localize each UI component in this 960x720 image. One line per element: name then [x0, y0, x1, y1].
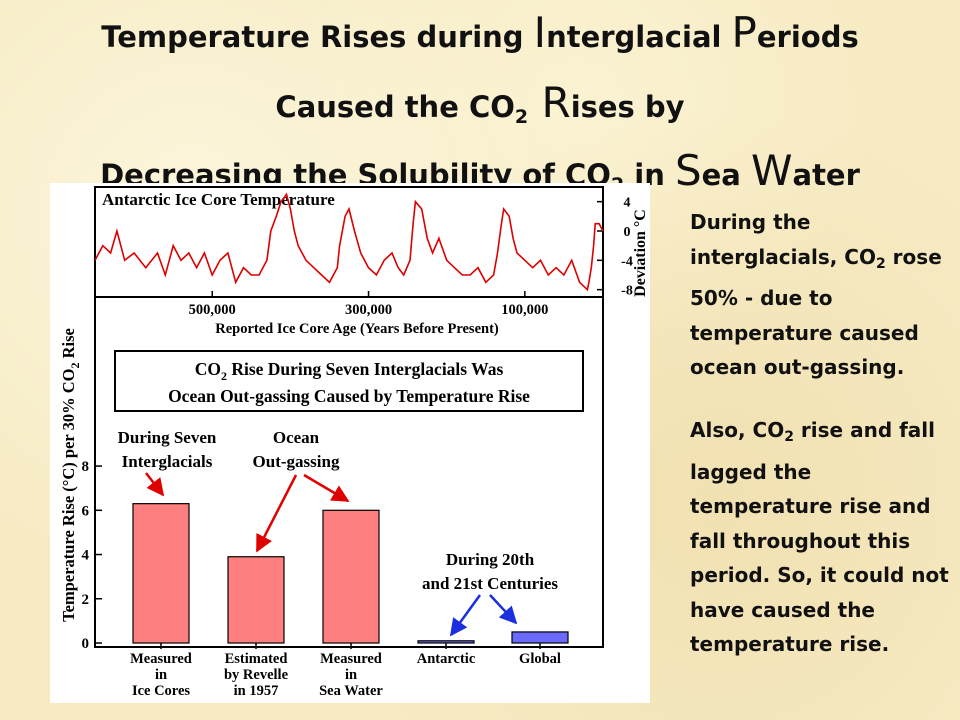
statement-line-1: CO2 Rise During Seven Interglacials Was	[195, 359, 504, 383]
annotation-outgassing-line-1: Ocean	[273, 428, 320, 447]
temperature-chart: Antarctic Ice Core Temperature 500,000 30…	[94, 186, 649, 337]
arrow-to-ice-cores	[145, 472, 165, 497]
arrow-to-global	[489, 594, 518, 625]
bar	[322, 509, 380, 644]
statement-text: Rise During Seven Interglacials Was	[227, 359, 503, 379]
bar-y-tick-label: 4	[82, 548, 90, 564]
title-text: W	[750, 146, 793, 195]
side-text: During the interglacials, CO	[690, 210, 876, 269]
title-text: ater	[792, 158, 860, 192]
bar-category-label: Estimated	[225, 651, 288, 667]
temperature-y-axis-label: Deviation °C	[632, 209, 649, 297]
side-paragraph-1: During the interglacials, CO2 rose 50% -…	[690, 205, 950, 385]
bar-series	[132, 503, 569, 644]
title-text: Caused the CO	[275, 90, 515, 124]
bar-category-label: Measured	[320, 651, 382, 667]
temperature-x-tick-label: 300,000	[345, 302, 392, 318]
arrow-to-antarctic	[449, 594, 482, 637]
title-text: I	[533, 8, 547, 57]
bar-category-label: Sea Water	[319, 683, 383, 699]
bar	[511, 631, 569, 644]
annotation-arrows	[145, 472, 518, 637]
temperature-y-tick-label: -4	[621, 254, 633, 269]
temperature-x-tick-label: 500,000	[189, 302, 236, 318]
temperature-y-tick-label: 4	[624, 196, 631, 211]
bar-category-label: in 1957	[234, 683, 279, 699]
title-text: ea	[701, 158, 751, 192]
bar-y-tick-label: 8	[82, 459, 90, 475]
side-paragraph-2: Also, CO2 rise and fall lagged the tempe…	[690, 413, 950, 662]
annotation-modern-line-1: During 20th	[446, 550, 535, 569]
side-subscript: 2	[875, 255, 886, 272]
bar	[417, 640, 475, 644]
temperature-y-ticks: 4 0 -4 -8	[597, 196, 633, 299]
temperature-y-tick-label: -8	[621, 284, 633, 299]
title-text: eriods	[756, 20, 859, 54]
bar	[227, 556, 285, 644]
annotation-interglacials-line-2: Interglacials	[122, 452, 213, 471]
chart-svg: Antarctic Ice Core Temperature 500,000 30…	[59, 186, 649, 699]
statement-box-frame	[114, 350, 584, 412]
statement-line-2: Ocean Out-gassing Caused by Temperature …	[168, 386, 530, 406]
bar-category-label: Measured	[130, 651, 192, 667]
bar-category-label: Antarctic	[417, 651, 476, 667]
temperature-chart-title: Antarctic Ice Core Temperature	[102, 190, 335, 209]
bar-category-label: Ice Cores	[132, 683, 190, 699]
bar-category-label: by Revelle	[224, 667, 289, 683]
temperature-x-tick-label: 100,000	[501, 302, 548, 318]
chart-figure: Antarctic Ice Core Temperature 500,000 30…	[50, 183, 650, 703]
bar-y-axis-label-text: Rise	[59, 328, 78, 362]
title-text: nterglacial	[546, 20, 732, 54]
bar-category-label: Global	[519, 651, 561, 667]
arrow-to-sea-water	[303, 473, 350, 503]
title-text: R	[528, 78, 571, 127]
title-subscript: 2	[514, 106, 529, 128]
bar-y-tick-label: 6	[82, 503, 90, 519]
side-subscript: 2	[784, 429, 794, 445]
bar-y-ticks: 0 2 4 6 8	[82, 459, 102, 652]
temperature-series-line	[94, 192, 604, 292]
bar-category-label: in	[345, 667, 357, 683]
title-line-1: Temperature Rises during Interglacial Pe…	[0, 8, 960, 57]
temperature-x-axis-label: Reported Ice Core Age (Years Before Pres…	[215, 321, 499, 337]
annotation-modern-line-2: and 21st Centuries	[422, 574, 558, 593]
title-text: ises by	[570, 90, 685, 124]
title-line-2: Caused the CO2 Rises by	[0, 78, 960, 128]
bar-plot-frame	[94, 296, 604, 648]
temperature-x-ticks: 500,000 300,000 100,000	[189, 291, 548, 318]
title-line-3: Decreasing the Solubility of CO2 in Sea …	[0, 146, 960, 196]
bar	[132, 503, 190, 644]
statement-text: CO	[195, 359, 221, 379]
arrow-to-revelle	[255, 474, 298, 553]
temperature-y-tick-label: 0	[624, 225, 631, 240]
bar-y-tick-label: 2	[82, 592, 90, 608]
title-text: S	[674, 146, 702, 195]
annotations: During Seven Interglacials Ocean Out-gas…	[118, 428, 559, 593]
statement-subscript: 2	[221, 369, 227, 383]
side-text: Also, CO	[690, 418, 785, 442]
bar-y-axis-label-subscript: 2	[68, 363, 82, 369]
bar-y-axis-label-text: Temperature Rise (°C) per 30% CO	[59, 368, 78, 621]
annotation-outgassing-line-2: Out-gassing	[253, 452, 340, 471]
annotation-interglacials-line-1: During Seven	[118, 428, 217, 447]
bar-y-axis-label: Temperature Rise (°C) per 30% CO2 Rise	[59, 328, 82, 622]
side-text: rose 50% - due to temperature caused oce…	[690, 244, 942, 380]
title-text: Temperature Rises during	[101, 20, 534, 54]
title-text: P	[731, 8, 757, 57]
side-text: rise and fall lagged the temperature ris…	[690, 418, 949, 656]
bar-y-tick-label: 0	[82, 636, 90, 652]
bar-category-label: in	[155, 667, 167, 683]
statement-box: CO2 Rise During Seven Interglacials Was …	[114, 350, 584, 412]
